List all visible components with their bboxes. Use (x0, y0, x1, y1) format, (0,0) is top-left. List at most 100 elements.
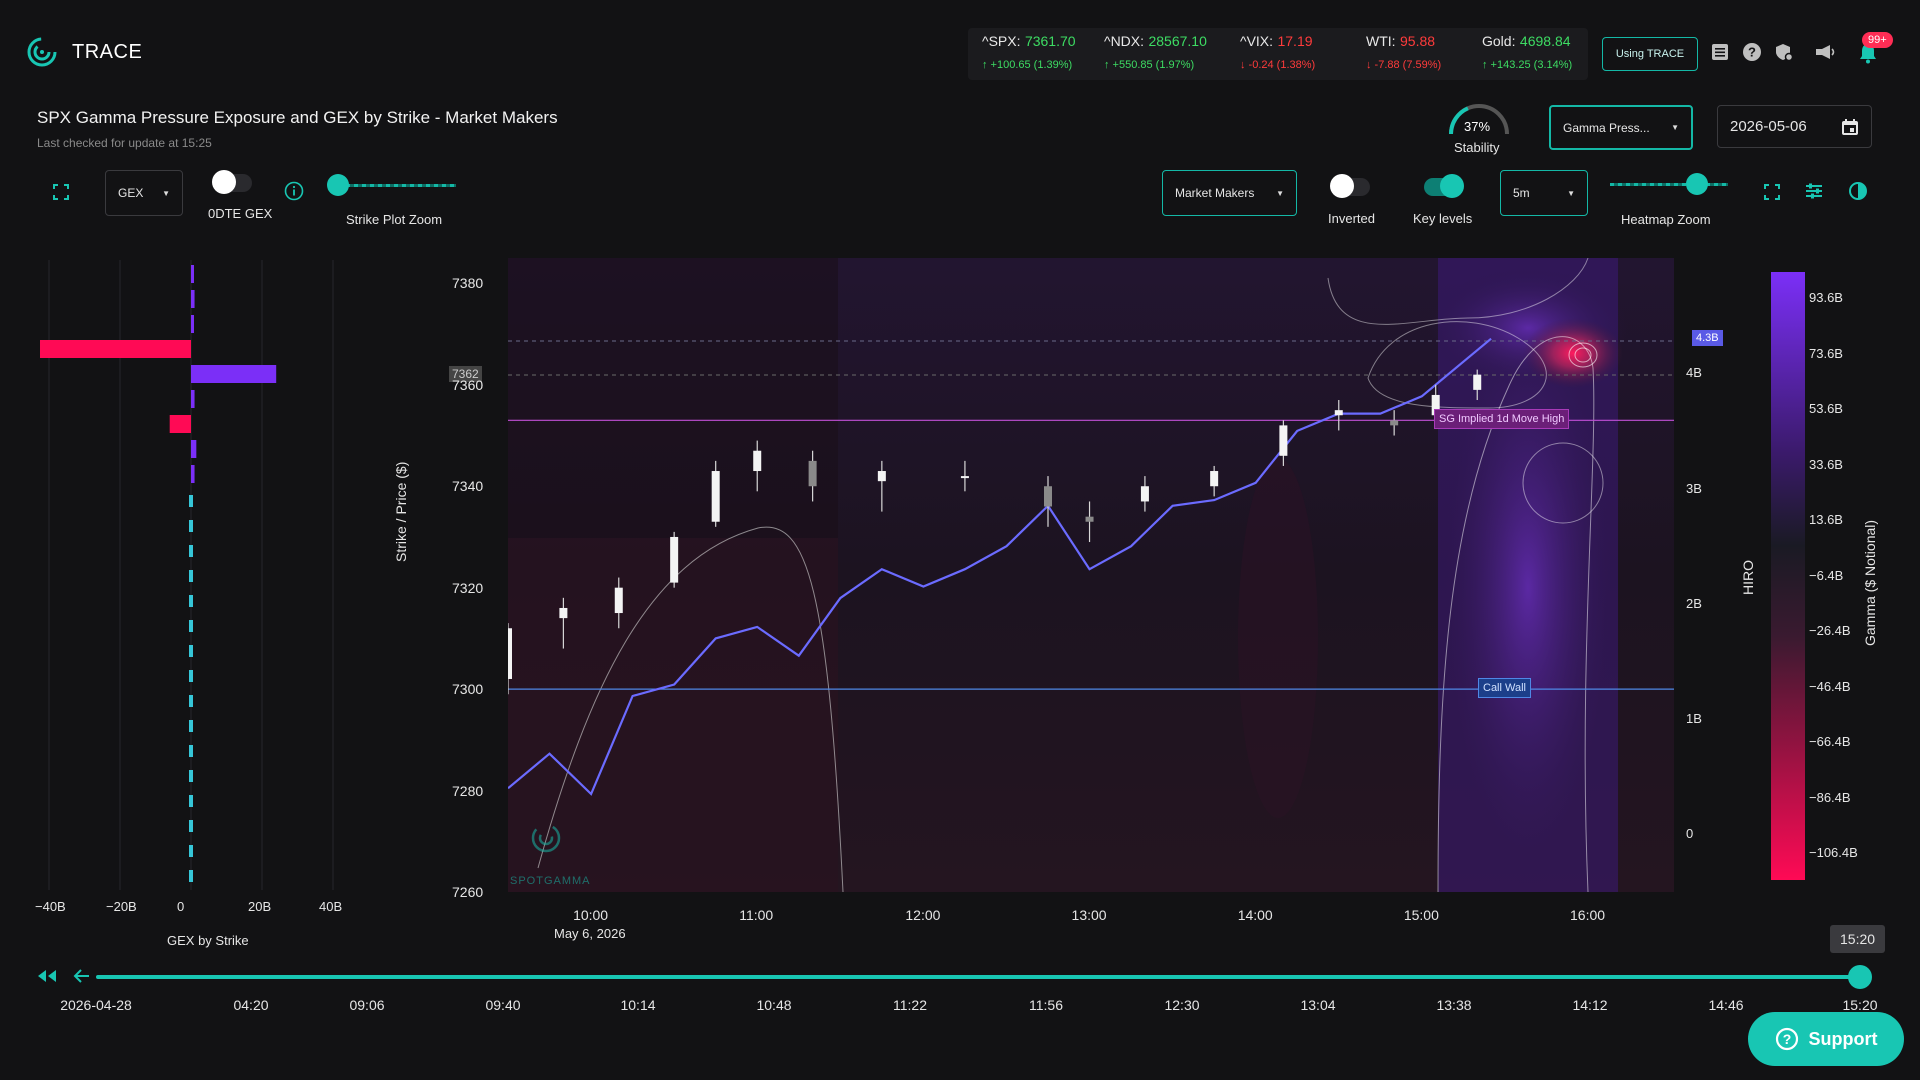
timeline-track[interactable] (96, 975, 1860, 979)
sg-implied-move-label: SG Implied 1d Move High (1434, 409, 1570, 430)
chevron-down-icon: ▼ (162, 188, 170, 198)
candle-body (1390, 420, 1399, 426)
hiro-tick: 4B (1686, 365, 1702, 381)
document-icon[interactable] (1710, 42, 1730, 67)
gex-bar (191, 365, 277, 383)
timeline-knob[interactable] (1848, 965, 1872, 989)
timeline-label[interactable]: 14:12 (1572, 997, 1608, 1013)
timeline-label[interactable]: 09:40 (485, 997, 521, 1013)
heatmap-zoom-track[interactable] (1610, 183, 1728, 186)
chart-type-select[interactable]: Gamma Press... ▼ (1549, 105, 1693, 150)
stability-gauge (1449, 104, 1509, 135)
rewind-icon[interactable] (36, 968, 58, 984)
interval-select[interactable]: 5m ▼ (1500, 170, 1588, 216)
price-candle (877, 460, 886, 512)
support-button[interactable]: ? Support (1748, 1012, 1904, 1066)
candle-body (1085, 516, 1094, 522)
gex-bar (189, 795, 193, 807)
strike-zoom-knob[interactable] (327, 174, 349, 196)
contrast-icon[interactable] (1848, 181, 1868, 201)
gex-bar (189, 820, 193, 832)
gex-select[interactable]: GEX ▼ (105, 170, 183, 216)
notification-badge: 99+ (1862, 32, 1893, 48)
step-back-icon[interactable] (73, 968, 91, 984)
price-candle (1210, 465, 1219, 497)
main-ytick: 7260 (452, 884, 484, 900)
main-ytick: 7300 (452, 681, 484, 698)
candle-body (508, 628, 512, 679)
date-picker[interactable]: 2026-05-06 (1717, 105, 1872, 148)
odte-gex-toggle[interactable] (212, 170, 252, 194)
gex-bar (189, 495, 193, 507)
fullscreen-right-icon[interactable] (1764, 184, 1780, 200)
price-candle (1279, 420, 1288, 466)
candle-body (1140, 486, 1149, 502)
candle-body (1210, 471, 1219, 487)
main-xtick: 10:00 (573, 907, 609, 923)
colorbar-tick: 73.6B (1809, 345, 1843, 361)
timeline-label[interactable]: 13:38 (1436, 997, 1472, 1013)
fullscreen-left-icon[interactable] (53, 184, 69, 200)
main-xtick: 11:00 (739, 907, 774, 923)
megaphone-icon[interactable] (1814, 43, 1836, 66)
inverted-label: Inverted (1328, 211, 1375, 226)
key-levels-label: Key levels (1413, 211, 1473, 226)
shield-settings-icon[interactable] (1774, 42, 1794, 67)
calendar-icon (1842, 118, 1858, 135)
strike-zoom-track[interactable] (338, 184, 456, 187)
page-title: SPX Gamma Pressure Exposure and GEX by S… (37, 108, 558, 127)
candle-body (808, 460, 817, 487)
candle-body (1473, 374, 1482, 390)
candle-body (1334, 410, 1343, 416)
chevron-down-icon: ▼ (1567, 188, 1575, 198)
app-logo[interactable]: TRACE (26, 36, 142, 68)
timeline-label[interactable]: 13:04 (1300, 997, 1336, 1013)
info-icon[interactable] (284, 181, 304, 201)
hiro-tick: 3B (1686, 480, 1702, 496)
timeline-label[interactable]: 14:46 (1708, 997, 1744, 1013)
timeline-label[interactable]: 11:56 (1029, 997, 1063, 1013)
spotgamma-watermark: SPOTGAMMA (510, 875, 591, 887)
gex-bar (189, 645, 193, 657)
participant-select[interactable]: Market Makers ▼ (1162, 170, 1297, 216)
using-trace-button[interactable]: Using TRACE (1602, 37, 1698, 71)
candle-body (877, 471, 886, 482)
timeline-label[interactable]: 11:22 (893, 997, 927, 1013)
timeline-label[interactable]: 10:14 (620, 997, 656, 1013)
main-xtick: 16:00 (1570, 907, 1606, 923)
gex-bar (191, 265, 194, 283)
colorbar-tick: 13.6B (1809, 512, 1843, 527)
svg-text:?: ? (1748, 45, 1756, 60)
timeline-label[interactable]: 15:20 (1842, 997, 1878, 1013)
timeline-label[interactable]: 09:06 (349, 997, 385, 1013)
gex-bar (189, 745, 193, 757)
settings-sliders-icon[interactable] (1804, 181, 1824, 201)
main-ytick: 7320 (452, 579, 484, 596)
candle-body (1044, 486, 1052, 507)
help-circle-icon: ? (1775, 1027, 1798, 1051)
price-candle (614, 577, 623, 629)
gex-bar (189, 845, 193, 857)
gex-bar (191, 465, 195, 483)
timeline-label[interactable]: 10:48 (756, 997, 792, 1013)
candle-body (711, 471, 720, 522)
inverted-toggle[interactable] (1330, 174, 1370, 198)
colorbar-label: Gamma ($ Notional) (1862, 519, 1878, 646)
timeline-label[interactable]: 2026-04-28 (60, 997, 132, 1013)
price-candle (1473, 369, 1482, 401)
price-candle (559, 597, 568, 649)
candle-body (960, 476, 969, 479)
hiro-tick: 1B (1686, 711, 1702, 727)
ticker-spx: ^SPX: 7361.70 ↑ +100.65 (1.39%) (982, 33, 1076, 71)
help-icon[interactable]: ? (1742, 42, 1762, 67)
timeline-label[interactable]: 12:30 (1164, 997, 1200, 1013)
main-xtick: 15:00 (1403, 907, 1439, 923)
gex-bar (169, 415, 191, 433)
hiro-axis-label: HIRO (1740, 560, 1756, 595)
heatmap-zoom-knob[interactable] (1686, 173, 1708, 195)
key-levels-toggle[interactable] (1424, 174, 1464, 198)
timeline-label[interactable]: 04:20 (233, 997, 269, 1013)
main-xtick: 12:00 (905, 907, 941, 923)
price-candle (670, 531, 679, 588)
gex-bar (189, 570, 193, 582)
